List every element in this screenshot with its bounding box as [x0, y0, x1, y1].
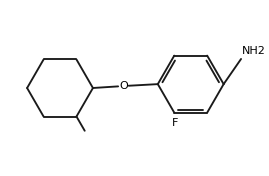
Text: O: O	[119, 81, 128, 91]
Text: F: F	[172, 118, 178, 128]
Text: NH2: NH2	[242, 46, 266, 56]
